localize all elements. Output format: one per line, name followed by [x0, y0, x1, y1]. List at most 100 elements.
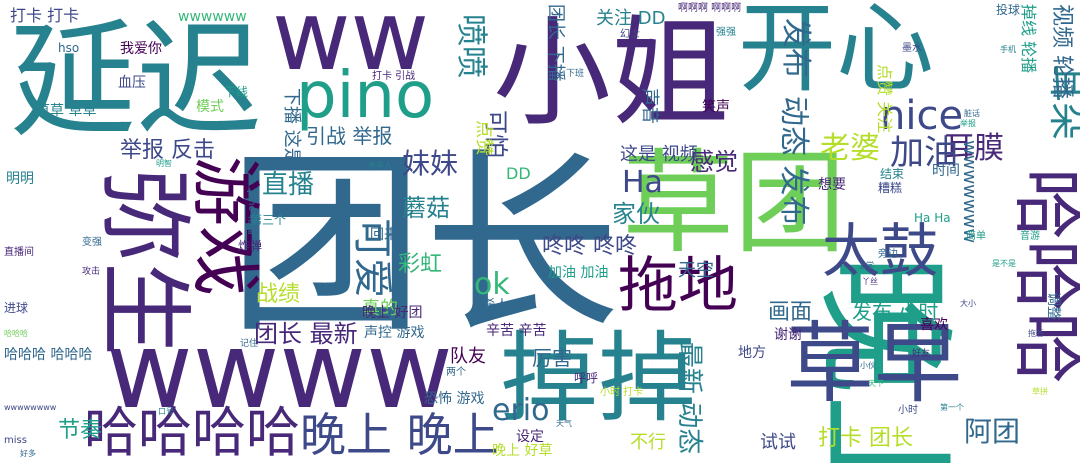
word: 投球: [996, 3, 1021, 17]
word: 点赞 关注: [875, 64, 894, 134]
word: 拖地: [618, 251, 738, 321]
word: 辛苦 辛苦: [486, 323, 547, 339]
word: 第一个: [940, 403, 964, 412]
word: Ha: [622, 165, 663, 200]
word: 晚上 好团: [362, 305, 423, 321]
word: 小时 打卡: [600, 387, 644, 398]
word: 打卡 团长: [818, 426, 913, 451]
word: 下班: [566, 69, 585, 79]
word: 掉掉: [500, 322, 697, 436]
word: 团长: [228, 132, 621, 360]
word: 血压: [118, 75, 146, 91]
word: 声控 游戏: [364, 325, 425, 341]
word: 哈哈哈哈: [84, 401, 300, 463]
word: 我爱你: [120, 41, 162, 57]
word: 天下: [868, 379, 884, 388]
word: 草拼: [1032, 387, 1048, 396]
word: 太鼓: [822, 217, 939, 285]
word: 直播间: [4, 247, 34, 258]
word: 想要: [818, 177, 846, 193]
word: 大小: [960, 299, 976, 308]
word: 回来: [370, 227, 398, 243]
word: 简单: [966, 231, 986, 242]
word: hso: [58, 41, 80, 55]
word: 恐怖 游戏: [424, 391, 485, 407]
word: 掉线 轮播: [1019, 4, 1038, 74]
word: DD: [506, 164, 531, 183]
word: 幻士: [620, 29, 640, 40]
word: 彩虹: [398, 252, 443, 277]
word: 脏话: [964, 109, 980, 118]
word: 笑声: [702, 99, 730, 115]
word: pino: [296, 59, 435, 133]
word: 炸弹: [238, 239, 263, 253]
word: 草草 草草: [36, 103, 97, 119]
word: 举报: [960, 119, 976, 128]
word: 记住: [240, 339, 259, 349]
word: 天气: [556, 419, 572, 428]
word: 不行: [630, 432, 666, 453]
word: 是不是: [992, 259, 1016, 268]
word: 关注 DD: [596, 8, 666, 29]
word: 糟糕: [878, 181, 903, 195]
word: 调整: [1045, 292, 1061, 320]
word: 旁边: [878, 249, 898, 260]
word: 变强: [82, 237, 102, 248]
word: 队友: [450, 346, 486, 367]
word: 草早: [786, 312, 963, 415]
word: wwwwwwww: [4, 403, 57, 412]
word: wwwwww: [178, 9, 247, 25]
word: 阿团: [964, 415, 1021, 448]
word: 发布 小时: [852, 300, 939, 324]
word: 呼呼: [574, 371, 599, 385]
word: 蘑菇: [402, 194, 450, 222]
word: 哈哈哈: [4, 329, 28, 338]
word: 延迟: [10, 7, 262, 154]
word: 攻击: [82, 267, 101, 277]
word: 上学: [858, 261, 874, 270]
word: 哈哈哈: [1006, 168, 1080, 385]
word: 喜欢: [920, 317, 948, 333]
word: 战绩: [256, 282, 301, 307]
word: 直播: [262, 170, 315, 200]
word: 举报 反击: [120, 138, 215, 163]
word: erio: [492, 393, 550, 428]
word: 喷喷: [453, 14, 491, 79]
word: 团长 最新: [254, 320, 358, 348]
word: 好多: [20, 449, 36, 458]
word: 加油 加油: [548, 265, 609, 281]
word: 小伙: [860, 361, 876, 370]
word: 晚上 好草: [492, 443, 553, 459]
word: miss: [4, 435, 27, 446]
word: nice: [880, 93, 964, 139]
word: 声音: [639, 88, 660, 124]
word: 试试: [760, 432, 796, 453]
word: 老婆: [820, 131, 880, 166]
word: 厉害: [532, 346, 572, 370]
word: ww: [272, 0, 430, 92]
word: 家伙: [612, 200, 660, 228]
word: 明智: [156, 159, 172, 168]
word: 妹妹: [402, 147, 459, 180]
word: 设定: [516, 429, 544, 445]
word: 这是 视频: [620, 144, 698, 165]
word: 视频 轮播: [1049, 4, 1074, 99]
word: 老年人: [368, 161, 392, 170]
word: 弥生: [89, 168, 198, 357]
word: 节奏: [58, 418, 103, 443]
word: 加油: [890, 133, 958, 173]
word: 咚咚 咚咚: [542, 234, 637, 259]
word: 团长 下播: [545, 4, 566, 82]
word: 手机: [1000, 45, 1016, 54]
word: wwwwwww: [959, 140, 980, 244]
word: 发布: [778, 18, 813, 78]
word: 打卡 打卡: [10, 6, 80, 25]
word: 啊啊啊 啊啊啊: [678, 3, 742, 14]
word: 丫丝: [862, 277, 878, 286]
word: 明明: [6, 171, 34, 187]
word: ok: [474, 267, 510, 302]
word: 墨水: [902, 43, 922, 54]
word: 引战 举报: [306, 124, 393, 148]
word: 拖香: [1028, 329, 1044, 338]
word: 开心: [738, 0, 935, 106]
